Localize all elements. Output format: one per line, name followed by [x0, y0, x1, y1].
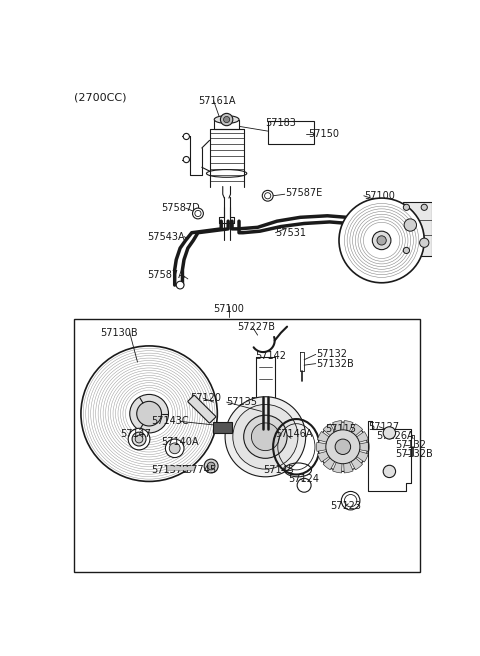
- Wedge shape: [323, 424, 343, 447]
- Circle shape: [225, 397, 306, 477]
- Text: 57531: 57531: [276, 228, 306, 237]
- Bar: [74, 319, 420, 571]
- Circle shape: [207, 462, 215, 470]
- Text: 57137B: 57137B: [152, 465, 189, 475]
- Circle shape: [335, 439, 350, 455]
- Bar: [214, 422, 232, 433]
- Text: 57587E: 57587E: [285, 188, 322, 197]
- Circle shape: [233, 405, 298, 469]
- Wedge shape: [343, 424, 362, 447]
- Text: 57100: 57100: [364, 191, 395, 201]
- Bar: [403, 202, 432, 256]
- Circle shape: [137, 401, 162, 426]
- Text: 57126A: 57126A: [376, 431, 414, 441]
- Circle shape: [166, 439, 184, 458]
- Text: 57124: 57124: [288, 474, 319, 484]
- Circle shape: [420, 238, 429, 247]
- Circle shape: [135, 435, 143, 443]
- Text: 57120: 57120: [190, 393, 221, 403]
- Circle shape: [252, 423, 279, 451]
- Circle shape: [318, 422, 368, 472]
- Wedge shape: [343, 447, 353, 473]
- Text: 57135: 57135: [227, 397, 258, 407]
- Ellipse shape: [214, 115, 239, 123]
- Circle shape: [128, 428, 150, 450]
- Text: 57127: 57127: [369, 422, 399, 432]
- Wedge shape: [317, 447, 343, 462]
- Text: 57146A: 57146A: [276, 430, 313, 440]
- Wedge shape: [343, 420, 353, 447]
- Wedge shape: [317, 432, 343, 447]
- Circle shape: [204, 459, 218, 473]
- Wedge shape: [343, 432, 368, 447]
- Text: (2700CC): (2700CC): [74, 92, 126, 102]
- Text: 57132B: 57132B: [316, 359, 353, 369]
- Circle shape: [224, 117, 230, 123]
- Circle shape: [244, 415, 287, 459]
- Circle shape: [264, 193, 271, 199]
- Text: 57543A: 57543A: [147, 232, 184, 241]
- Circle shape: [183, 133, 190, 140]
- Text: 57745: 57745: [186, 465, 216, 475]
- Text: 57123: 57123: [330, 501, 360, 511]
- Circle shape: [81, 346, 217, 482]
- Circle shape: [403, 204, 409, 211]
- Circle shape: [183, 157, 190, 163]
- Text: 57183: 57183: [265, 118, 296, 129]
- Wedge shape: [343, 442, 369, 451]
- Text: 57147: 57147: [120, 430, 152, 440]
- Wedge shape: [333, 420, 343, 447]
- Circle shape: [326, 430, 360, 464]
- Text: 57140A: 57140A: [161, 437, 198, 447]
- Text: 57132: 57132: [316, 350, 347, 359]
- Text: 57143C: 57143C: [152, 417, 189, 426]
- FancyBboxPatch shape: [188, 396, 216, 423]
- Circle shape: [403, 247, 409, 253]
- Text: 57145: 57145: [263, 465, 294, 475]
- Circle shape: [383, 427, 396, 439]
- Circle shape: [377, 236, 386, 245]
- Text: 57132: 57132: [395, 440, 426, 450]
- Circle shape: [421, 204, 427, 211]
- Text: 57100: 57100: [214, 304, 244, 314]
- Circle shape: [132, 432, 146, 446]
- Text: 57130B: 57130B: [100, 328, 138, 338]
- Text: 57115: 57115: [325, 424, 356, 434]
- Wedge shape: [316, 442, 343, 451]
- Circle shape: [339, 198, 424, 283]
- Wedge shape: [343, 447, 362, 470]
- Text: 57227B: 57227B: [237, 321, 275, 332]
- Circle shape: [130, 394, 168, 433]
- Wedge shape: [323, 447, 343, 470]
- Circle shape: [262, 190, 273, 201]
- Circle shape: [176, 281, 184, 289]
- Wedge shape: [333, 447, 343, 473]
- Circle shape: [192, 208, 204, 219]
- Text: 57587D: 57587D: [161, 203, 200, 213]
- Text: 57142: 57142: [255, 351, 286, 361]
- Circle shape: [220, 113, 233, 126]
- Text: 57161A: 57161A: [198, 96, 236, 106]
- Text: 57150: 57150: [308, 129, 339, 139]
- Circle shape: [404, 219, 417, 231]
- Bar: [268, 121, 314, 144]
- Wedge shape: [343, 447, 368, 462]
- Circle shape: [169, 443, 180, 454]
- Text: 57587A: 57587A: [147, 270, 184, 280]
- Circle shape: [383, 465, 396, 478]
- Circle shape: [372, 231, 391, 250]
- Text: 57132B: 57132B: [395, 449, 432, 459]
- Circle shape: [195, 211, 201, 216]
